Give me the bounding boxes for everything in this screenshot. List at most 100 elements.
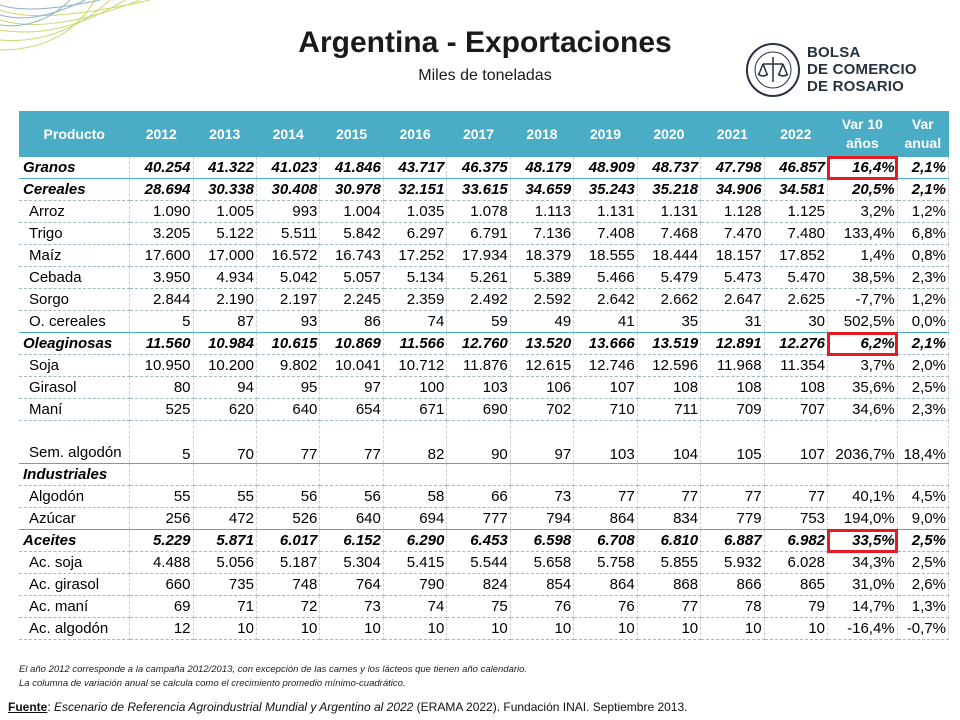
table-cell: 5.932 [700,551,765,574]
table-cell: 4.934 [193,266,257,289]
table-cell: 10 [510,617,575,640]
table-cell: 17.252 [383,244,448,267]
column-header: 2021 [700,111,765,157]
table-cell: 12.891 [700,332,765,355]
table-cell: 10 [764,617,829,640]
table-cell: 1.004 [319,200,384,223]
table-cell: 694 [383,507,448,530]
source-line: Fuente: Escenario de Referencia Agroindu… [8,700,688,714]
table-cell: 6.290 [383,529,448,552]
column-header: 2014 [256,111,320,157]
product-name: Maní [19,398,131,421]
table-cell: 30.338 [193,178,257,201]
table-cell: 6.791 [446,222,511,245]
table-cell: 865 [764,573,829,596]
table-cell: 5.466 [573,266,638,289]
table-cell: 6.708 [573,529,638,552]
table-cell: 16.743 [319,244,384,267]
table-cell: 640 [256,398,321,421]
table-cell: 77 [700,485,765,508]
table-cell: 620 [193,398,257,421]
table-cell: 6.887 [700,529,765,552]
table-cell: 72 [256,595,321,618]
bcr-logo: BOLSA DE COMERCIO DE ROSARIO [745,42,945,98]
table-cell: 6.017 [256,529,321,552]
table-cell: 9,0% [897,507,950,530]
table-cell: 10 [637,617,702,640]
table-cell: 33.615 [446,178,511,201]
table-cell [256,463,321,486]
table-cell: 73 [510,485,575,508]
table-row: Maní 525 620 640 654 671 690 702 710 711 709 707 34,… [19,398,950,421]
table-cell: 31,0% [827,573,898,596]
table-cell: 753 [764,507,829,530]
product-name: Girasol [19,376,131,399]
table-cell: 20,5% [827,178,898,201]
table-cell: 6.152 [319,529,384,552]
table-cell: 3.950 [129,266,194,289]
table-cell: 34.581 [764,178,829,201]
table-cell: 11.876 [446,354,511,377]
table-cell: 6.810 [637,529,702,552]
column-header: 2018 [510,111,574,157]
table-cell: 2,3% [897,398,950,421]
table-row: Industriales [19,463,950,486]
source-rest: (ERAMA 2022). Fundación INAI. Septiembre… [413,700,688,714]
table-cell: 79 [764,595,829,618]
table-cell: 77 [319,420,384,464]
table-row: Azúcar 256 472 526 640 694 777 794 864 834 779 753 1… [19,507,950,530]
table-header: Producto 2012 2013 2014 2015 2016 2017 2018 2019… [19,111,949,157]
table-cell: 10.615 [256,332,321,355]
table-cell: 76 [510,595,575,618]
table-cell: 12.596 [637,354,702,377]
table-cell: 5.134 [383,266,448,289]
table-cell: 2,0% [897,354,950,377]
column-header: 2022 [764,111,828,157]
table-cell: -0,7% [897,617,950,640]
product-name: Granos [19,157,131,179]
table-cell: 46.857 [764,157,829,179]
table-cell: 12 [129,617,194,640]
table-cell: 77 [637,595,702,618]
table-cell: 790 [383,573,448,596]
table-cell: 41.023 [256,157,321,179]
table-cell: 6.297 [383,222,448,245]
table-cell: 82 [383,420,448,464]
table-cell: 94 [193,376,257,399]
table-cell: 7.468 [637,222,702,245]
table-cell: 10 [383,617,448,640]
table-cell: 1,4% [827,244,898,267]
table-cell: 74 [383,310,448,333]
table-cell: 104 [637,420,702,464]
table-cell: 3,2% [827,200,898,223]
table-cell: 35.243 [573,178,638,201]
table-cell: 93 [256,310,321,333]
table-cell: 834 [637,507,702,530]
table-cell: 5.544 [446,551,511,574]
table-cell: 100 [383,376,448,399]
table-cell: 710 [573,398,638,421]
table-cell: 6.982 [764,529,829,552]
table-cell: 35 [637,310,702,333]
table-cell: 56 [256,485,321,508]
table-cell: 690 [446,398,511,421]
product-name: Arroz [19,200,131,223]
table-cell: 58 [383,485,448,508]
table-cell: 640 [319,507,384,530]
table-cell: 107 [573,376,638,399]
product-name: Ac. maní [19,595,131,618]
table-cell: 97 [319,376,384,399]
table-row: Aceites 5.229 5.871 6.017 6.152 6.290 6.453 6.5… [19,528,950,553]
table-cell: 30.978 [319,178,384,201]
table-cell: 1.113 [510,200,575,223]
table-cell: 46.375 [446,157,511,179]
table-cell: 17.852 [764,244,829,267]
table-cell: 10.869 [319,332,384,355]
table-cell: 18.157 [700,244,765,267]
table-cell: 2.625 [764,288,829,311]
product-name: Ac. girasol [19,573,131,596]
table-cell: 16.572 [256,244,321,267]
product-name: Sem. algodón [19,420,131,464]
table-row: Ac. soja 4.488 5.056 5.187 5.304 5.415 5.544 5.… [19,551,950,574]
table-cell: 59 [446,310,511,333]
